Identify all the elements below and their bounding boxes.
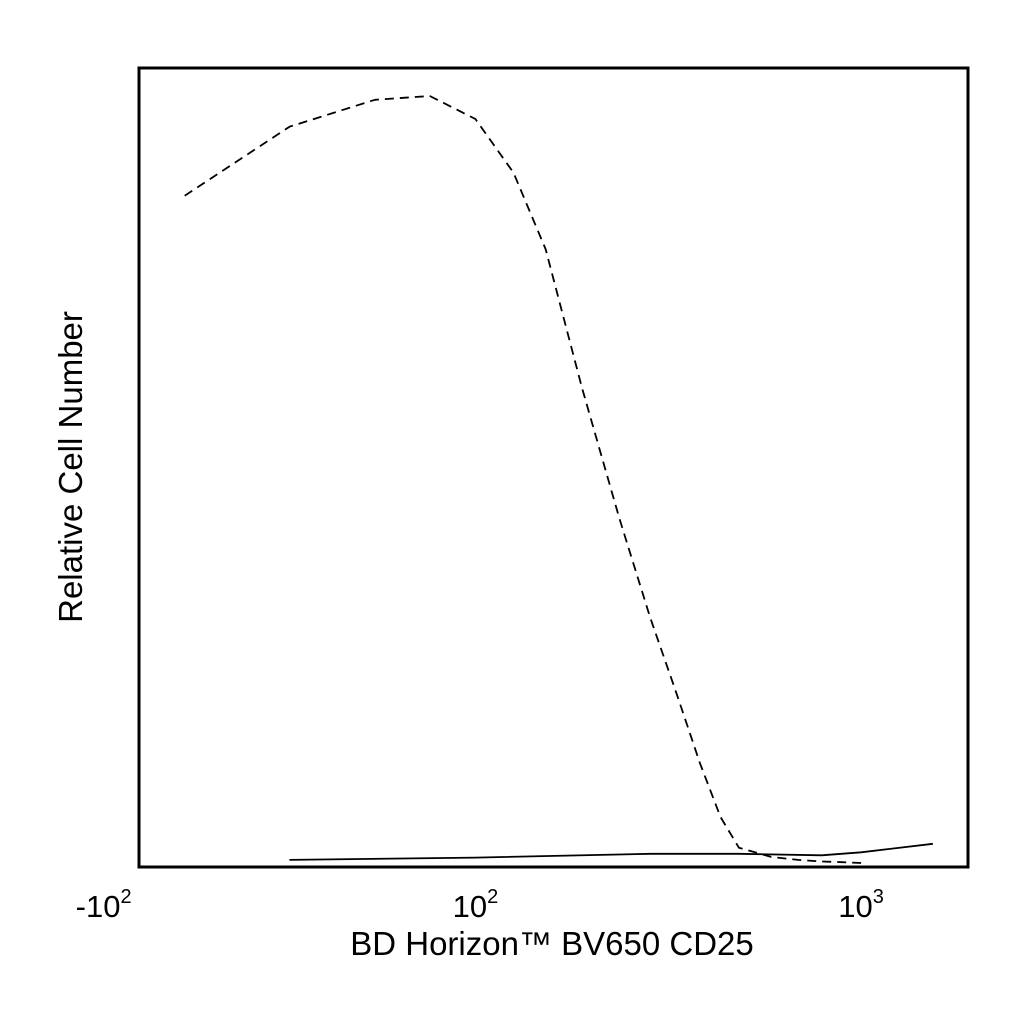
x-tick-layer: -102102103104105: [76, 886, 884, 924]
plot-frame: [137, 66, 970, 869]
x-tick-label: -102: [76, 886, 132, 924]
y-axis-title: Relative Cell Number: [52, 311, 89, 623]
series-layer: [184, 95, 934, 864]
x-axis-title: BD Horizon™ BV650 CD25: [350, 925, 754, 962]
solid-histogram-line: [289, 842, 934, 861]
dashed-histogram-line: [184, 95, 862, 864]
x-tick-label: 103: [838, 886, 884, 924]
x-tick-label: 102: [453, 886, 499, 924]
